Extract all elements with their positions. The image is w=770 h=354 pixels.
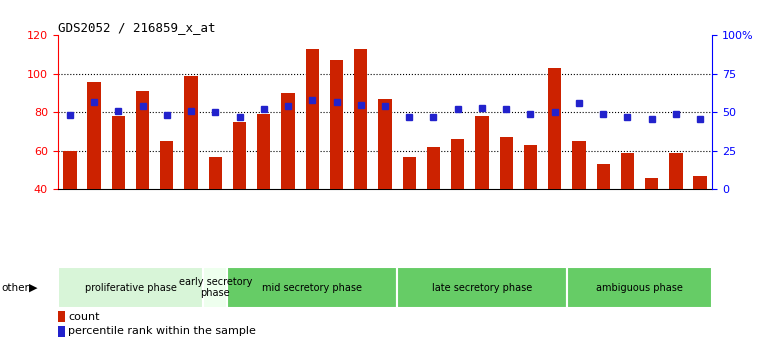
Text: GDS2052 / 216859_x_at: GDS2052 / 216859_x_at: [58, 21, 216, 34]
Bar: [378, 99, 392, 189]
Bar: [209, 157, 222, 189]
Text: proliferative phase: proliferative phase: [85, 282, 176, 293]
Text: mid secretory phase: mid secretory phase: [263, 282, 362, 293]
Text: count: count: [69, 312, 100, 321]
Bar: [58, 267, 203, 308]
Bar: [330, 61, 343, 189]
Bar: [58, 311, 65, 322]
Bar: [669, 153, 682, 189]
Bar: [184, 76, 198, 189]
Text: late secretory phase: late secretory phase: [432, 282, 532, 293]
Bar: [548, 68, 561, 189]
Text: ambiguous phase: ambiguous phase: [596, 282, 683, 293]
Text: early secretory
phase: early secretory phase: [179, 277, 252, 298]
Bar: [281, 93, 295, 189]
Bar: [233, 122, 246, 189]
Bar: [306, 49, 319, 189]
Bar: [645, 178, 658, 189]
Bar: [694, 176, 707, 189]
Bar: [621, 153, 634, 189]
Bar: [203, 267, 227, 308]
Bar: [567, 267, 712, 308]
Bar: [227, 267, 397, 308]
Bar: [88, 81, 101, 189]
Bar: [257, 114, 270, 189]
Bar: [112, 116, 125, 189]
Text: percentile rank within the sample: percentile rank within the sample: [69, 326, 256, 336]
Bar: [500, 137, 513, 189]
Text: ▶: ▶: [29, 282, 38, 293]
Bar: [451, 139, 464, 189]
Bar: [354, 49, 367, 189]
Bar: [160, 141, 173, 189]
Bar: [597, 164, 610, 189]
Bar: [524, 145, 537, 189]
Text: other: other: [2, 282, 29, 293]
Bar: [63, 151, 76, 189]
Bar: [475, 116, 489, 189]
Bar: [403, 157, 416, 189]
Bar: [397, 267, 567, 308]
Bar: [136, 91, 149, 189]
Bar: [58, 326, 65, 337]
Bar: [572, 141, 586, 189]
Bar: [427, 147, 440, 189]
